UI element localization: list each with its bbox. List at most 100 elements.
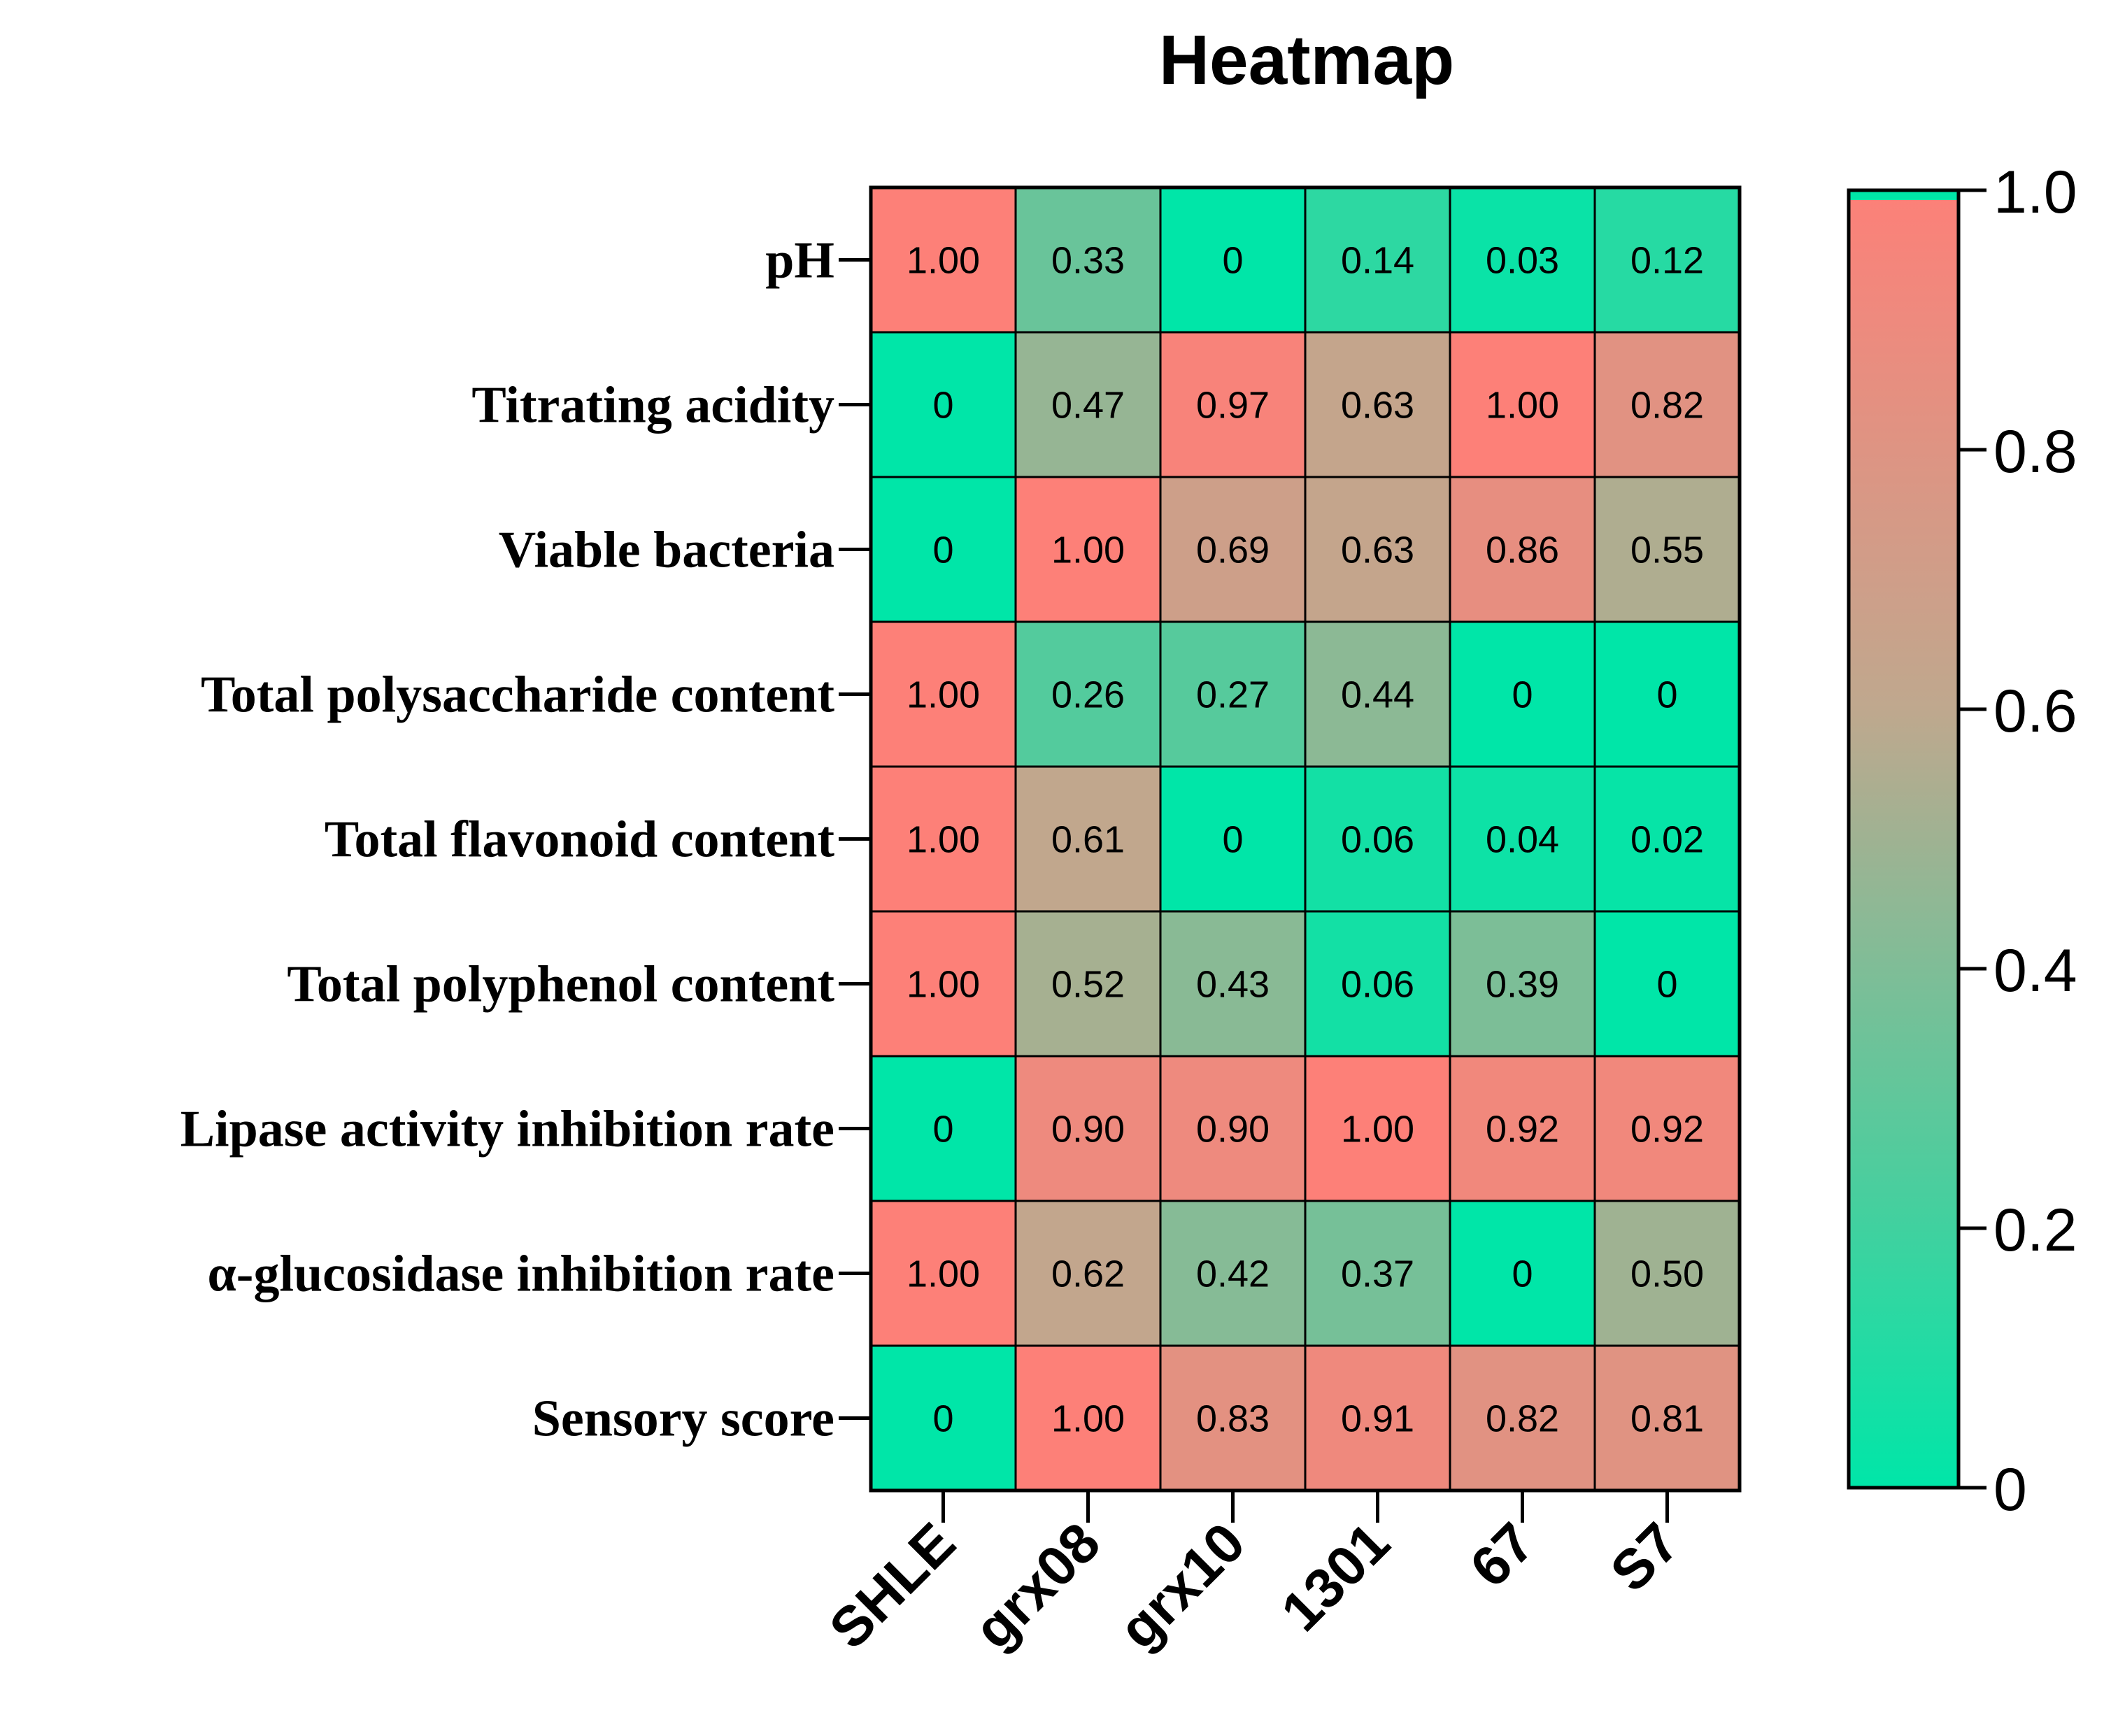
cell-value-label: 0: [932, 385, 953, 427]
heatmap-cell: [1159, 620, 1307, 768]
cell-value-label: 0: [1222, 819, 1243, 861]
column-label: S7: [1598, 1511, 1691, 1603]
cell-value-label: 1.00: [907, 1253, 980, 1295]
cell-value-label: 0: [1512, 1253, 1533, 1295]
heatmap-cell: [1014, 476, 1162, 623]
row-label: Viable bacteria: [499, 522, 834, 579]
cell-value-label: 0.47: [1051, 385, 1125, 427]
cell-value-label: 0.06: [1341, 964, 1414, 1006]
cell-value-label: 0.83: [1196, 1398, 1270, 1440]
colorbar-tick-label: 0.6: [1993, 678, 2077, 745]
cell-value-label: 0.50: [1630, 1253, 1704, 1295]
cell-value-label: 0.90: [1196, 1109, 1270, 1151]
cell-value-label: 1.00: [1051, 529, 1125, 571]
cell-value-label: 1.00: [907, 240, 980, 282]
heatmap-cell: [1304, 186, 1451, 334]
cell-value-label: 0.63: [1341, 529, 1414, 571]
cell-value-label: 1.00: [1341, 1109, 1414, 1151]
cell-value-label: 0.02: [1630, 819, 1704, 861]
cell-value-label: 0: [1222, 240, 1243, 282]
heatmap-cell: [1159, 765, 1307, 913]
colorbar-tick-label: 0.8: [1993, 418, 2077, 485]
cell-value-label: 0.26: [1051, 674, 1125, 716]
cell-value-label: 0.39: [1486, 964, 1559, 1006]
colorbar-tick-label: 1.0: [1993, 159, 2077, 226]
row-label: α-glucosidase inhibition rate: [208, 1246, 835, 1303]
heatmap-cell: [1304, 1055, 1451, 1202]
column-label: 1301: [1270, 1511, 1402, 1643]
cell-value-label: 0.06: [1341, 819, 1414, 861]
heatmap-cell: [1449, 910, 1596, 1058]
cell-value-label: 0: [932, 1109, 953, 1151]
heatmap-cell: [1014, 1344, 1162, 1492]
cell-value-label: 0: [932, 1398, 953, 1440]
cell-value-label: 0: [1656, 674, 1677, 716]
cell-value-label: 0.97: [1196, 385, 1270, 427]
heatmap-cell: [869, 1055, 1017, 1202]
heatmap-cell: [1304, 476, 1451, 623]
column-label: grx10: [1107, 1511, 1257, 1660]
cell-value-label: 0.92: [1486, 1109, 1559, 1151]
cell-value-label: 0.55: [1630, 529, 1704, 571]
cell-value-label: 0.37: [1341, 1253, 1414, 1295]
heatmap-cell: [1449, 1200, 1596, 1347]
cell-value-label: 0.03: [1486, 240, 1559, 282]
cell-value-label: 0.86: [1486, 529, 1559, 571]
cell-value-label: 0.42: [1196, 1253, 1270, 1295]
cell-value-label: 0.82: [1486, 1398, 1559, 1440]
row-label: Total polysaccharide content: [201, 667, 834, 724]
colorbar-gradient: [1849, 190, 1959, 1488]
column-label: grx08: [962, 1511, 1112, 1660]
heatmap-cell: [869, 1344, 1017, 1492]
cell-value-label: 0.91: [1341, 1398, 1414, 1440]
heatmap-cell: [1449, 1344, 1596, 1492]
row-label: Total polyphenol content: [287, 956, 834, 1013]
heatmap-cell: [1593, 910, 1741, 1058]
cell-value-label: 0.14: [1341, 240, 1414, 282]
cell-value-label: 1.00: [907, 819, 980, 861]
colorbar-top-cap: [1849, 190, 1959, 200]
heatmap-cell: [1159, 1055, 1307, 1202]
heatmap-cell: [1449, 476, 1596, 623]
column-label: SHLE: [818, 1511, 967, 1660]
heatmap-cell: [1449, 620, 1596, 768]
heatmap-cell: [1014, 1055, 1162, 1202]
cell-value-label: 0.90: [1051, 1109, 1125, 1151]
heatmap-cell: [869, 765, 1017, 913]
cell-value-label: 0.92: [1630, 1109, 1704, 1151]
heatmap-cell: [1593, 1055, 1741, 1202]
heatmap-cell: [1593, 331, 1741, 478]
cell-value-label: 0.43: [1196, 964, 1270, 1006]
row-label: Lipase activity inhibition rate: [180, 1101, 834, 1158]
colorbar: 0 0.2 0.4 0.6 0.8 1.0: [1847, 159, 2077, 1523]
row-labels: pH Titrating acidity Viable bacteria Total …: [180, 232, 871, 1448]
colorbar-tick-label: 0.2: [1993, 1197, 2077, 1264]
heatmap-cell: [869, 910, 1017, 1058]
cell-value-label: 0.81: [1630, 1398, 1704, 1440]
heatmap-cell: [869, 186, 1017, 334]
cell-value-label: 1.00: [907, 674, 980, 716]
heatmap-cell: [869, 620, 1017, 768]
cell-value-label: 0: [932, 529, 953, 571]
cell-value-label: 1.00: [1486, 385, 1559, 427]
cell-value-label: 0.82: [1630, 385, 1704, 427]
heatmap-cell: [1304, 331, 1451, 478]
heatmap-grid: 1.00 0.33 0 0.14 0.03 0.12 0 0.47 0.97 0.63 1.00 0.…: [869, 185, 1742, 1493]
heatmap-cell: [1593, 186, 1741, 334]
cell-value-label: 0: [1512, 674, 1533, 716]
heatmap-cell: [1304, 765, 1451, 913]
colorbar-tick-label: 0.4: [1993, 937, 2077, 1004]
cell-value-label: 0.52: [1051, 964, 1125, 1006]
cell-value-label: 0.69: [1196, 529, 1270, 571]
cell-value-label: 0.61: [1051, 819, 1125, 861]
heatmap-cell: [1304, 1200, 1451, 1347]
cell-value-label: 0.33: [1051, 240, 1125, 282]
heatmap-cell: [1014, 620, 1162, 768]
column-label: 67: [1458, 1511, 1547, 1599]
heatmap-cell: [1159, 1344, 1307, 1492]
row-label: pH: [765, 232, 834, 290]
cell-value-label: 1.00: [1051, 1398, 1125, 1440]
